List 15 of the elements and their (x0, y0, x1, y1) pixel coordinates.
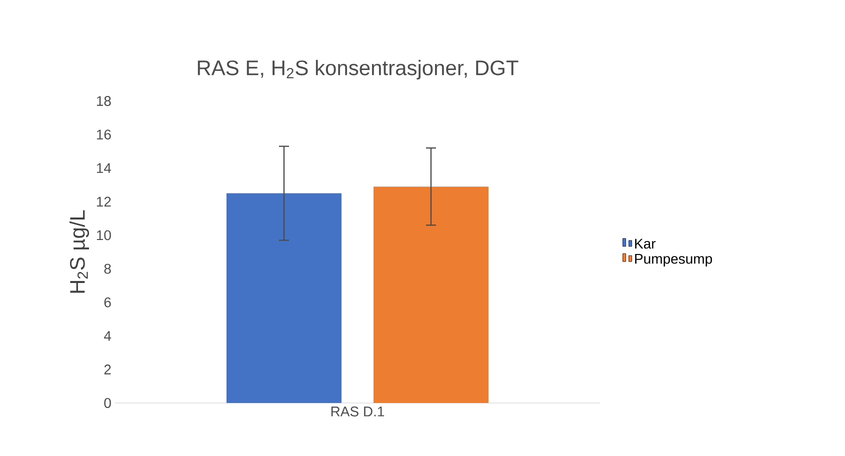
legend-label: Kar (635, 238, 656, 249)
chart-title: RAS E, H$_{2}$S konsentrasjoner, DGT (198, 60, 518, 80)
y-tick-label: 14 (96, 163, 112, 173)
y-axis-title: H$_{2}$S µg/L (69, 210, 90, 293)
y-tick-label: 10 (96, 230, 111, 240)
y-tick-label: 8 (104, 264, 111, 274)
y-tick-label: 0 (104, 398, 111, 408)
y-tick-label: 16 (96, 130, 111, 140)
y-tick-label: 2 (104, 364, 111, 374)
legend-label: Pumpesump (635, 254, 712, 267)
y-tick-label: 4 (104, 331, 112, 341)
y-tick-label: 12 (96, 196, 111, 207)
y-tick-label: 6 (104, 297, 111, 308)
y-tick-label: 18 (96, 96, 111, 106)
x-tick-label: RAS D.1 (331, 406, 384, 416)
